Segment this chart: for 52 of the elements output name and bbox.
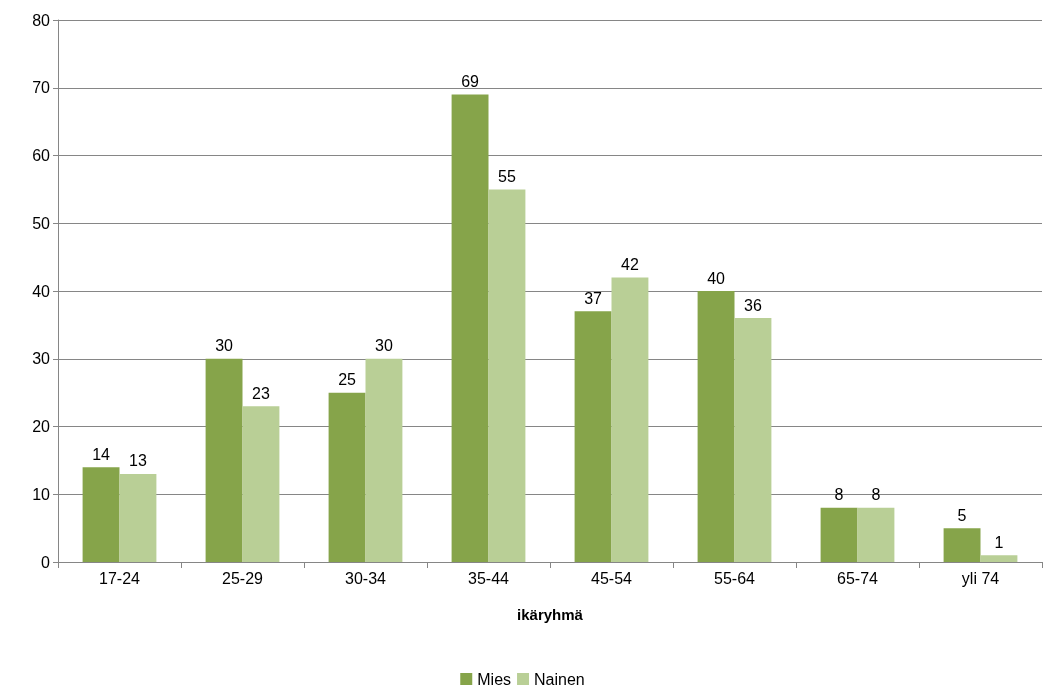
data-label: 55	[498, 167, 516, 185]
data-label: 36	[744, 296, 762, 314]
y-tick-label: 40	[32, 282, 51, 300]
x-tick-label: 55-64	[714, 569, 756, 587]
data-label: 42	[621, 255, 639, 273]
x-tick-label: 25-29	[222, 569, 264, 587]
data-label: 13	[129, 452, 147, 470]
data-label: 37	[584, 289, 603, 307]
bar	[242, 406, 280, 562]
bar	[820, 507, 858, 562]
bar	[119, 473, 157, 562]
bar	[611, 277, 649, 562]
legend-label: Nainen	[534, 670, 585, 688]
data-label: 69	[461, 73, 480, 91]
y-tick-label: 70	[32, 79, 51, 97]
bar	[365, 358, 403, 562]
bar	[734, 318, 772, 562]
bar	[943, 528, 981, 562]
bar	[451, 94, 489, 562]
data-label: 14	[92, 445, 111, 463]
data-label: 30	[375, 337, 393, 355]
x-tick-label: 17-24	[99, 569, 141, 587]
bar	[980, 555, 1018, 562]
x-tick-label: 30-34	[345, 569, 387, 587]
data-label: 23	[252, 384, 270, 402]
x-tick-label: yli 74	[961, 569, 1000, 587]
data-label: 8	[834, 486, 844, 504]
y-tick-label: 50	[32, 214, 51, 232]
x-tick-label: 35-44	[468, 569, 510, 587]
y-tick-label: 60	[32, 147, 51, 164]
data-label: 30	[215, 337, 234, 355]
data-label: 5	[957, 506, 967, 524]
data-label: 25	[338, 371, 357, 389]
bar	[205, 358, 243, 562]
bar	[697, 291, 735, 562]
y-tick-label: 0	[41, 553, 51, 571]
y-tick-label: 10	[32, 485, 51, 503]
x-tick-label: 45-54	[591, 569, 633, 587]
bar	[82, 467, 120, 562]
x-tick-label: 65-74	[837, 569, 879, 587]
bar	[574, 311, 612, 562]
y-tick-label: 30	[32, 350, 51, 368]
bar	[328, 392, 366, 562]
data-label: 1	[994, 533, 1004, 551]
data-label: 40	[707, 269, 726, 287]
bar	[857, 507, 895, 562]
data-label: 8	[871, 486, 881, 504]
legend-label: Mies	[477, 670, 512, 688]
y-tick-label: 20	[32, 418, 51, 435]
x-axis-title: ikäryhmä	[517, 606, 584, 623]
bar	[488, 189, 526, 562]
y-tick-label: 80	[32, 11, 51, 29]
